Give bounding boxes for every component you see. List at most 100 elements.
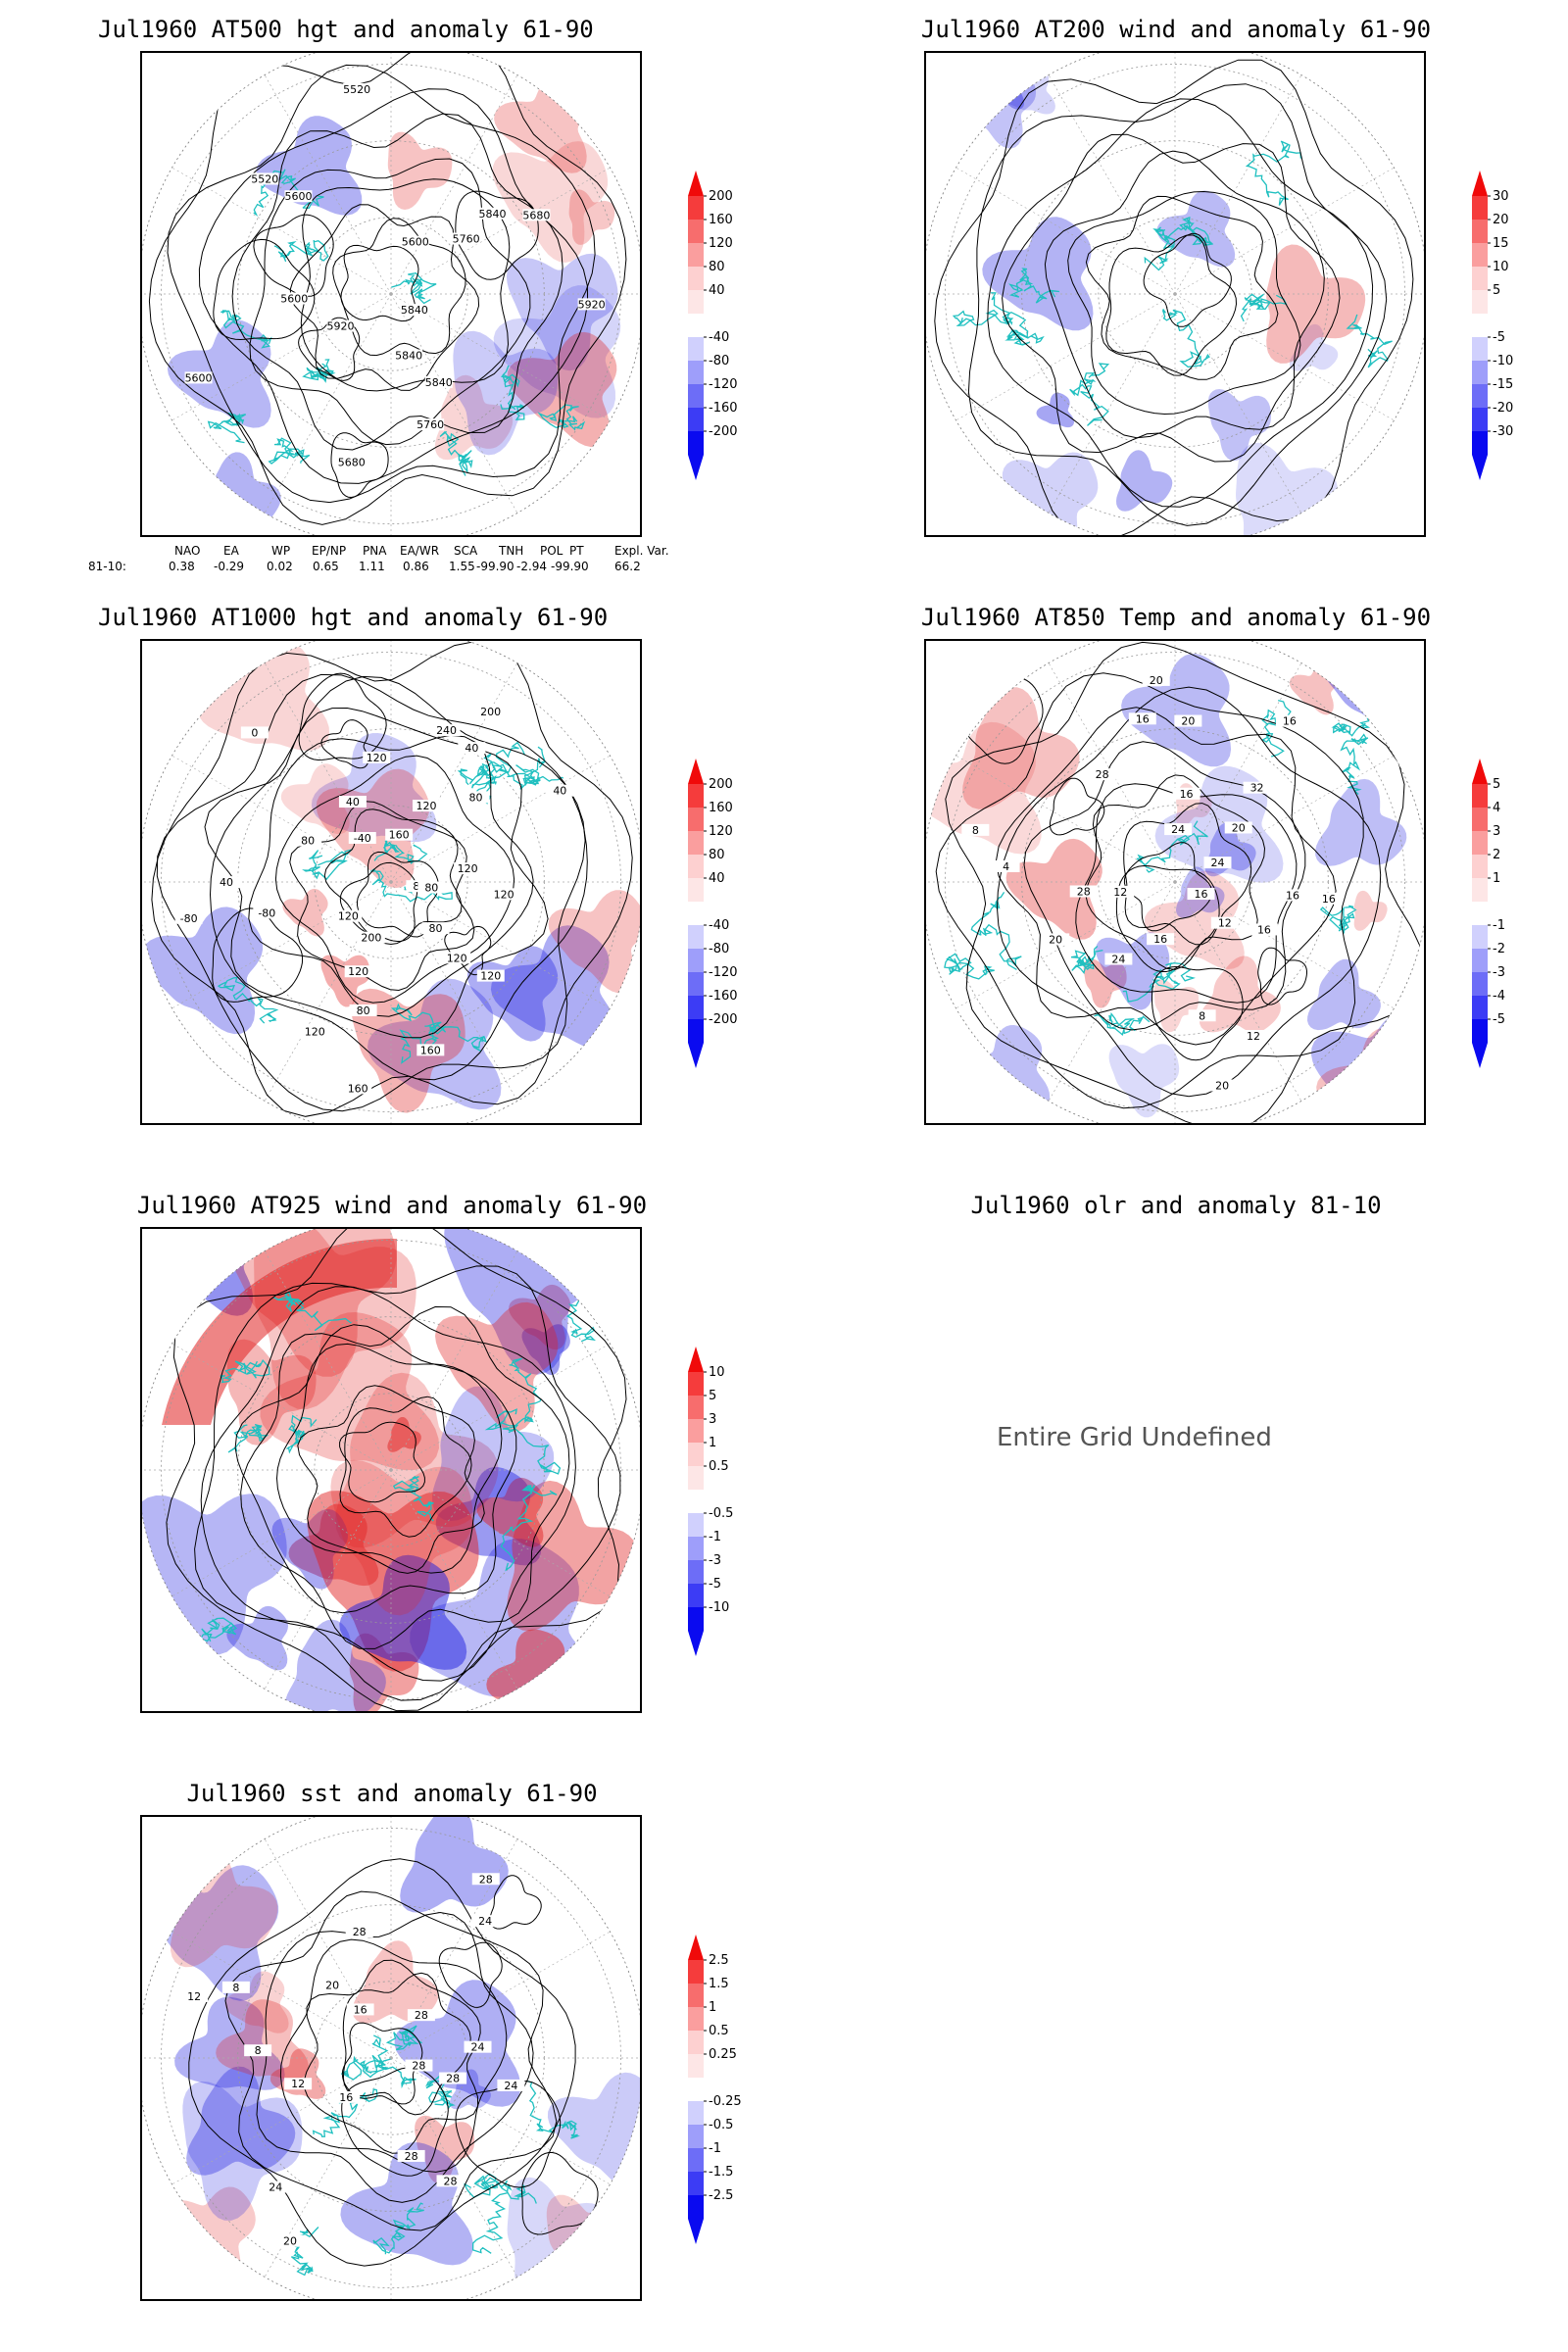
coastline (1179, 217, 1214, 247)
contour-line (1115, 864, 1220, 972)
meridian-line (390, 1931, 611, 2059)
idx-row-label: 81-10: (88, 560, 126, 573)
idx-value: 1.55 (449, 560, 475, 573)
negative-anomaly-area (493, 285, 621, 418)
latitude-circle (945, 652, 1405, 1112)
idx-header: EP/NP (312, 544, 347, 558)
contour-label: 16 (1195, 888, 1208, 901)
positive-anomaly-area (216, 1999, 309, 2081)
contour-label: 5840 (479, 208, 507, 220)
contour-line (330, 432, 389, 499)
idx-value: 0.38 (169, 560, 195, 573)
negative-anomaly-area (435, 1467, 541, 1566)
contour-label-bg (1147, 933, 1175, 946)
positive-anomaly-area (1153, 979, 1200, 1033)
coastline (220, 310, 272, 349)
contour-label-bg (961, 823, 990, 836)
contour-line (945, 641, 1424, 1123)
positive-anomaly-area (387, 1417, 421, 1452)
contour-label: 16 (339, 2091, 353, 2104)
colorbar-segment (688, 972, 704, 996)
coastline (970, 892, 1022, 970)
colorbar-top-arrow (688, 171, 704, 196)
colorbar-segment (688, 267, 704, 290)
positive-anomaly-area (476, 1477, 544, 1547)
positive-anomaly-area (926, 721, 1042, 855)
panel-title-at200: Jul1960 AT200 wind and anomaly 61-90 (920, 16, 1432, 43)
contour-label-bg (443, 952, 471, 964)
colorbar-segment (688, 290, 704, 314)
contour-label-bg (421, 922, 450, 935)
contour-label: 120 (494, 888, 514, 901)
colorbar-label: 160 (709, 213, 733, 227)
contour-label: 8 (1199, 1009, 1205, 1022)
colorbar-label: -0.25 (709, 2094, 742, 2109)
contour-label: -40 (354, 832, 371, 845)
positive-anomaly-area (962, 687, 1080, 809)
negative-anomaly-area (1207, 389, 1271, 462)
colorbar-label: 120 (709, 824, 733, 839)
coastline (390, 1003, 437, 1064)
colorbar-segment (1472, 290, 1488, 314)
colorbar-segment (688, 337, 704, 361)
coastline (1346, 314, 1393, 368)
contour-label: 120 (447, 952, 467, 964)
map-at500: 5840 5840 5840 5760 5680 5600 5920 5600 5600 5520… (140, 51, 642, 537)
colorbar-segment (1472, 220, 1488, 243)
colorbar-top-arrow (688, 759, 704, 784)
contour-label-bg (213, 876, 241, 889)
colorbar-segment (1472, 831, 1488, 855)
contour-line (935, 672, 1364, 1109)
colorbar-segment (688, 1513, 704, 1537)
idx-value: 0.02 (267, 560, 293, 573)
contour-label-bg (400, 304, 428, 317)
negative-anomaly-area (340, 2142, 473, 2266)
negative-anomaly-area (1315, 778, 1407, 866)
meridian-line (390, 2057, 611, 2185)
colorbar-label: 1 (709, 1436, 716, 1450)
coastline (500, 365, 525, 420)
positive-anomaly-area (352, 1940, 439, 2024)
coastline (227, 1423, 270, 1453)
contour-label-bg (284, 2078, 313, 2090)
contour-label-bg (407, 2009, 435, 2022)
contour-line (320, 719, 369, 769)
colorbar-label: 80 (709, 848, 725, 862)
negative-anomaly-area (982, 217, 1094, 331)
meridian-line (390, 881, 518, 1102)
colorbar-segment (688, 784, 704, 808)
colorbar-label: -200 (709, 424, 738, 439)
meridian-line (1174, 881, 1395, 1009)
contour-label-bg (412, 800, 440, 812)
idx-header: EA (223, 544, 239, 558)
colorbar-label: -40 (709, 330, 729, 345)
colorbar-label: 0.5 (709, 1459, 729, 1474)
panel-title-at850: Jul1960 AT850 Temp and anomaly 61-90 (920, 604, 1432, 631)
contour-label: 5840 (425, 376, 453, 389)
contour-label-bg (452, 232, 480, 245)
colorbar-sst: 2.5 1.5 1 0.5 0.25 -0.25 -0.5 -1 -1.5 -2.5 (684, 1933, 762, 2244)
colorbar-label: -5 (709, 1577, 721, 1592)
meridian-line (172, 1343, 392, 1471)
contour-label: 24 (504, 2080, 517, 2092)
colorbar-label: 10 (709, 1365, 725, 1380)
colorbar-label: -5 (1493, 330, 1505, 345)
colorbar-label: -1 (709, 2141, 721, 2156)
contour-label: 28 (353, 1926, 367, 1938)
meridian-line (1174, 881, 1302, 1102)
map-canvas (926, 53, 1424, 535)
contour-label-bg (294, 834, 322, 847)
contour-line (995, 707, 1337, 1046)
idx-value: 0.65 (313, 560, 339, 573)
streamline (1067, 190, 1301, 416)
colorbar-label: 120 (709, 236, 733, 251)
coastline (502, 1357, 542, 1434)
contour-label: 24 (1210, 857, 1224, 869)
contour-label: 16 (354, 2003, 368, 2016)
colorbar-bottom-arrow (688, 1631, 704, 1656)
colorbar-segment (688, 1396, 704, 1419)
coastline (1136, 820, 1208, 873)
contour-label: 160 (389, 829, 410, 842)
idx-value: 1.11 (359, 560, 385, 573)
positive-anomaly-area (282, 888, 328, 937)
